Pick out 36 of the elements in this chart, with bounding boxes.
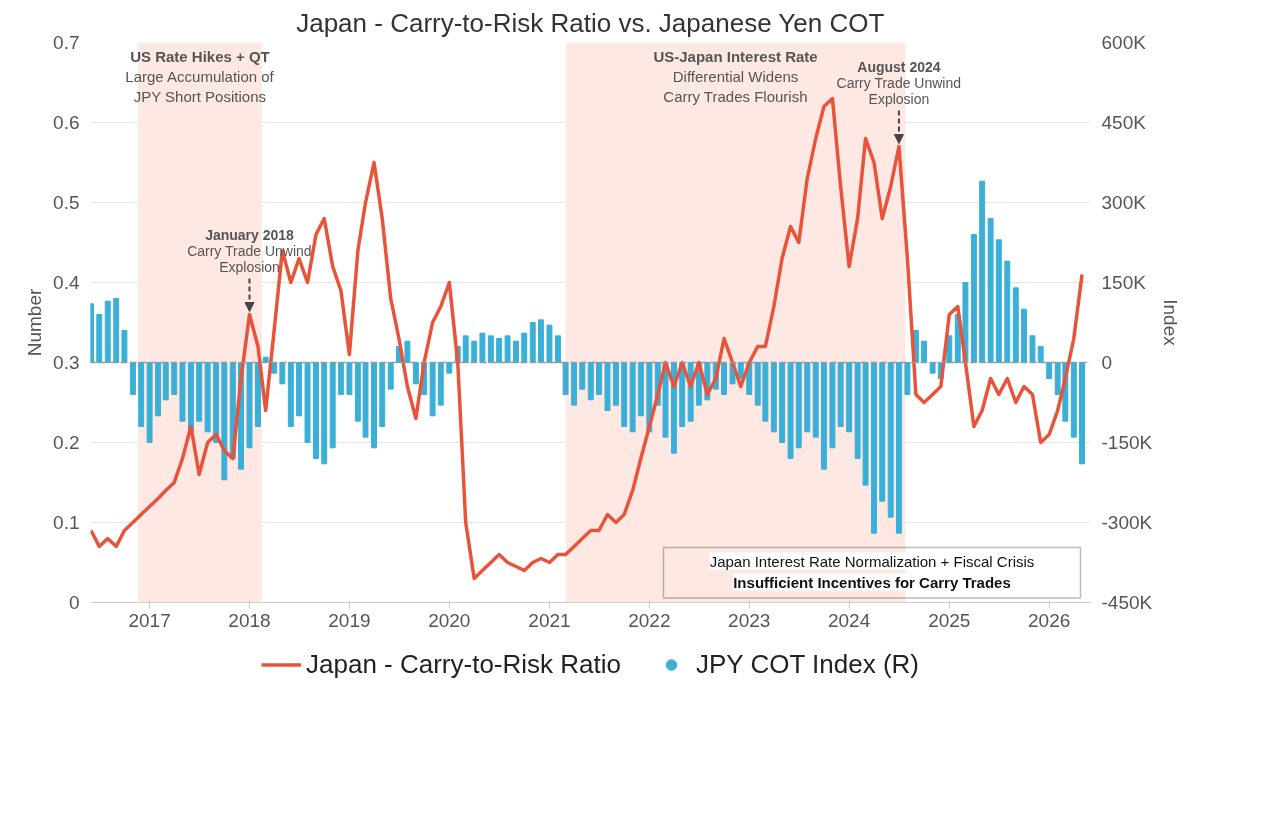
legend-label: Japan - Carry-to-Risk Ratio bbox=[306, 648, 621, 680]
x-tick-label: 2017 bbox=[128, 609, 171, 631]
annotation: Japan Interest Rate Normalization + Fiscal Crisis Insufficient Incentives for Carry Trades bbox=[709, 552, 1035, 591]
x-tick-label: 2022 bbox=[628, 609, 671, 631]
y2-tick-label: 450K bbox=[1101, 112, 1147, 133]
legend-label: JPY COT Index (R) bbox=[695, 648, 919, 680]
y-tick-label: 0.7 bbox=[53, 32, 80, 53]
x-tick-label: 2020 bbox=[428, 609, 471, 631]
y-tick-label: 0 bbox=[68, 592, 80, 613]
band-label: US-Japan Interest Rate Differential Widens Carry Trades Flourish bbox=[653, 47, 818, 105]
y-axis-title: Number bbox=[24, 288, 46, 357]
x-tick-label: 2024 bbox=[827, 609, 871, 631]
y-tick-label: 0.4 bbox=[53, 272, 80, 293]
y-tick-label: 0.6 bbox=[53, 112, 80, 133]
y2-tick-label: -450K bbox=[1101, 592, 1153, 613]
x-tick-label: 2021 bbox=[528, 609, 571, 631]
y2-tick-label: -150K bbox=[1101, 432, 1153, 453]
y-tick-label: 0.3 bbox=[53, 352, 80, 373]
annotation: August 2024 Carry Trade Unwind Explosion bbox=[836, 58, 962, 107]
y-tick-label: 0.1 bbox=[53, 512, 80, 533]
y2-tick-label: 150K bbox=[1101, 272, 1147, 293]
x-tick-label: 2026 bbox=[1028, 609, 1071, 631]
y2-tick-label: -300K bbox=[1101, 512, 1153, 533]
x-tick-label: 2025 bbox=[928, 609, 971, 631]
y-tick-label: 0.5 bbox=[53, 192, 80, 213]
x-tick-label: 2023 bbox=[728, 609, 771, 631]
chart-title: Japan - Carry-to-Risk Ratio vs. Japanese Yen COT bbox=[296, 7, 885, 38]
x-tick-label: 2019 bbox=[328, 609, 371, 631]
band-label: US Rate Hikes + QT Large Accumulation of JPY Short Positions bbox=[125, 47, 275, 105]
y2-axis-title: Index bbox=[1160, 299, 1182, 347]
annotation: January 2018 Carry Trade Unwind Explosion bbox=[187, 226, 312, 275]
x-tick-label: 2018 bbox=[228, 609, 271, 631]
y2-tick-label: 0 bbox=[1101, 352, 1113, 373]
y2-tick-label: 600K bbox=[1101, 32, 1147, 53]
y-tick-label: 0.2 bbox=[53, 432, 80, 453]
y2-tick-label: 300K bbox=[1101, 192, 1147, 213]
